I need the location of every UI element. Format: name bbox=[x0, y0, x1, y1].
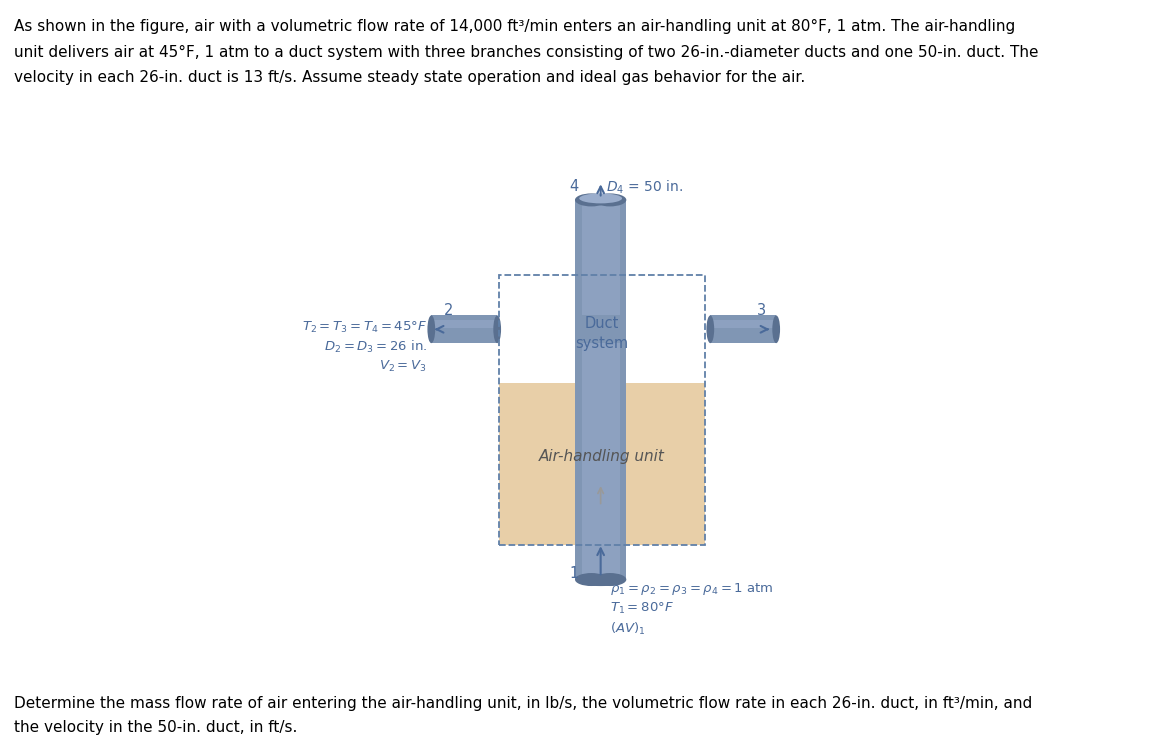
Text: $(AV)_1$: $(AV)_1$ bbox=[609, 621, 646, 637]
Ellipse shape bbox=[593, 573, 626, 586]
Text: 2: 2 bbox=[444, 303, 454, 318]
Text: 1: 1 bbox=[570, 566, 579, 581]
Ellipse shape bbox=[579, 194, 622, 203]
Bar bbox=[710, 320, 776, 328]
Ellipse shape bbox=[428, 315, 435, 343]
Text: 3: 3 bbox=[756, 303, 765, 318]
Text: the velocity in the 50-in. duct, in ft/s.: the velocity in the 50-in. duct, in ft/s… bbox=[14, 720, 298, 735]
Bar bbox=[431, 320, 497, 328]
Text: Duct: Duct bbox=[585, 315, 619, 331]
Text: unit delivers air at 45°F, 1 atm to a duct system with three branches consisting: unit delivers air at 45°F, 1 atm to a du… bbox=[14, 45, 1038, 59]
Bar bbox=[575, 200, 626, 580]
Text: $V_2 = V_3$: $V_2 = V_3$ bbox=[380, 358, 427, 374]
Bar bbox=[710, 315, 776, 343]
Text: Air-handling unit: Air-handling unit bbox=[539, 449, 665, 464]
Bar bbox=[575, 315, 626, 343]
Bar bbox=[581, 200, 620, 580]
Text: system: system bbox=[575, 335, 628, 351]
Bar bbox=[499, 383, 704, 545]
Text: $\rho_1 = \rho_2 = \rho_3 = \rho_4 = 1$ atm: $\rho_1 = \rho_2 = \rho_3 = \rho_4 = 1$ … bbox=[609, 581, 774, 597]
Ellipse shape bbox=[575, 573, 608, 586]
Ellipse shape bbox=[493, 315, 502, 343]
Text: $T_1 = 80°F$: $T_1 = 80°F$ bbox=[609, 601, 674, 616]
Ellipse shape bbox=[772, 315, 781, 343]
Ellipse shape bbox=[707, 315, 714, 343]
Text: Determine the mass flow rate of air entering the air-handling unit, in lb/s, the: Determine the mass flow rate of air ente… bbox=[14, 696, 1033, 711]
Ellipse shape bbox=[593, 194, 626, 206]
Bar bbox=[431, 315, 497, 343]
Text: velocity in each 26-in. duct is 13 ft/s. Assume steady state operation and ideal: velocity in each 26-in. duct is 13 ft/s.… bbox=[14, 70, 805, 85]
Text: 4: 4 bbox=[570, 180, 579, 194]
Text: $T_2 = T_3 = T_4 = 45°F$: $T_2 = T_3 = T_4 = 45°F$ bbox=[302, 320, 427, 335]
Text: $D_2 = D_3 = 26$ in.: $D_2 = D_3 = 26$ in. bbox=[323, 339, 427, 355]
Text: As shown in the figure, air with a volumetric flow rate of 14,000 ft³/min enters: As shown in the figure, air with a volum… bbox=[14, 19, 1015, 33]
Bar bbox=[499, 275, 704, 545]
Ellipse shape bbox=[579, 576, 622, 586]
Ellipse shape bbox=[575, 194, 608, 206]
Text: $D_4$ = 50 in.: $D_4$ = 50 in. bbox=[606, 178, 683, 196]
